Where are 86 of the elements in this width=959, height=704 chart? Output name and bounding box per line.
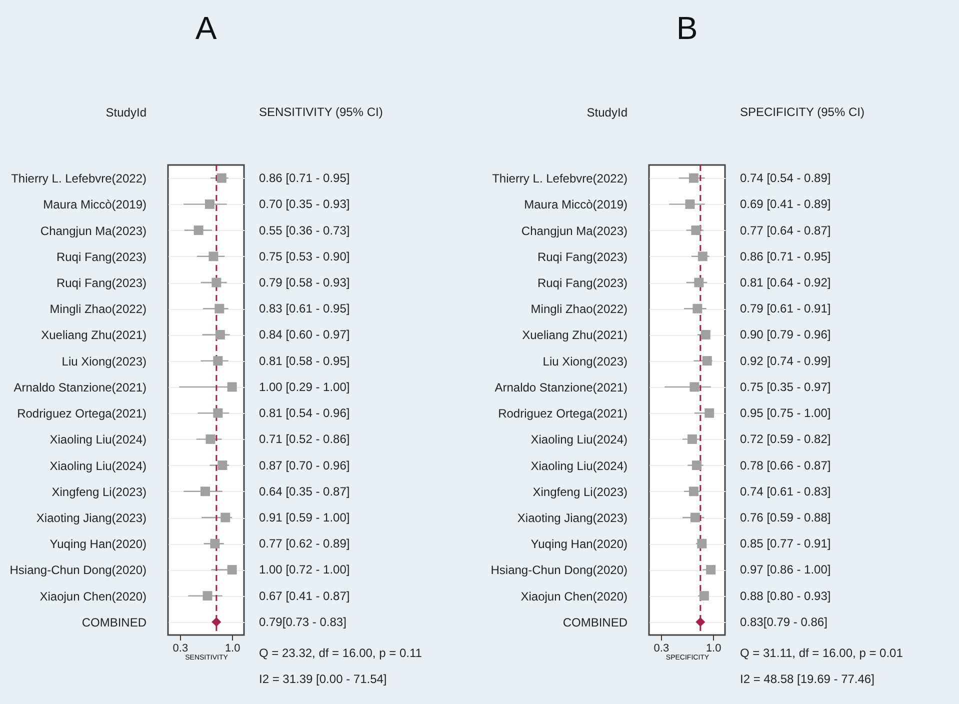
y-tick-label: Xingfeng Li(2023) xyxy=(532,484,628,499)
data-label: 0.87 [0.70 - 0.96] xyxy=(259,458,350,472)
data-label: 1.00 [0.72 - 1.00] xyxy=(259,562,350,577)
y-tick-label: Liu Xiong(2023) xyxy=(542,354,628,368)
data-label: 0.75 [0.53 - 0.90] xyxy=(259,249,350,264)
data-label: 0.69 [0.41 - 0.89] xyxy=(740,197,831,212)
y-tick-label: Xiaoling Liu(2024) xyxy=(530,458,628,473)
data-label: 0.81 [0.64 - 0.92] xyxy=(740,276,831,290)
data-label: 0.79 [0.58 - 0.93] xyxy=(259,276,350,290)
y-tick-label: COMBINED xyxy=(562,615,628,630)
data-label: 0.86 [0.71 - 0.95] xyxy=(259,171,350,186)
x-tick-label: 1.0 xyxy=(706,642,722,654)
y-tick-label: Xiaoting Jiang(2023) xyxy=(36,511,146,525)
data-label: 0.88 [0.80 - 0.93] xyxy=(740,588,831,603)
data-label: 0.95 [0.75 - 1.00] xyxy=(740,406,831,420)
y-tick-label: Ruqi Fang(2023) xyxy=(537,250,628,264)
y-tick-label: Arnaldo Stanzione(2021) xyxy=(494,380,628,394)
y-tick-label: Xiaojun Chen(2020) xyxy=(520,589,628,604)
y-axis-title: StudyId xyxy=(586,106,628,120)
data-label: 0.90 [0.79 - 0.96] xyxy=(740,328,831,342)
data-label: 0.77 [0.62 - 0.89] xyxy=(259,536,350,551)
data-label: 0.81 [0.54 - 0.96] xyxy=(259,406,350,420)
data-label: 0.85 [0.77 - 0.91] xyxy=(740,536,831,551)
y-tick-label: Rodriguez Ortega(2021) xyxy=(17,406,146,421)
data-label: 0.76 [0.59 - 0.88] xyxy=(740,510,831,524)
y-tick-label: Mingli Zhao(2022) xyxy=(530,302,628,316)
y-tick-label: Xiaoling Liu(2024) xyxy=(530,432,628,447)
y-tick-label: Hsiang-Chun Dong(2020) xyxy=(490,563,628,578)
data-label: 0.75 [0.35 - 0.97] xyxy=(740,380,831,394)
y-tick-label: COMBINED xyxy=(82,615,147,630)
y-tick-label: Liu Xiong(2023) xyxy=(62,354,146,368)
text: Q = 23.32, df = 16.00, p = 0.11 xyxy=(259,646,422,660)
y-tick-label: Ruqi Fang(2023) xyxy=(56,276,146,290)
data-label: 0.91 [0.59 - 1.00] xyxy=(259,510,350,524)
text: Q = 31.11, df = 16.00, p = 0.01 xyxy=(740,646,904,660)
data-label: 0.77 [0.64 - 0.87] xyxy=(740,223,831,238)
y-axis-title: StudyId xyxy=(106,106,146,120)
data-label: 0.67 [0.41 - 0.87] xyxy=(259,588,350,603)
y-tick-label: Xingfeng Li(2023) xyxy=(52,484,147,499)
chart-title: B xyxy=(676,10,698,46)
data-label: 0.72 [0.59 - 0.82] xyxy=(740,432,831,446)
y-tick-label: Thierry L. Lefebvre(2022) xyxy=(11,172,146,186)
y-tick-label: Changjun Ma(2023) xyxy=(40,224,146,238)
x-tick-label: 0.3 xyxy=(654,642,670,654)
y-tick-label: Thierry L. Lefebvre(2022) xyxy=(492,172,628,186)
data-label: 0.74 [0.61 - 0.83] xyxy=(740,484,831,498)
y-tick-label: Xiaojun Chen(2020) xyxy=(40,589,146,604)
y-tick-label: Xiaoling Liu(2024) xyxy=(50,432,146,447)
data-label: 0.86 [0.71 - 0.95] xyxy=(740,249,831,264)
data-label: 0.97 [0.86 - 1.00] xyxy=(740,562,831,577)
data-label: 0.70 [0.35 - 0.93] xyxy=(259,197,350,212)
text: I2 = 31.39 [0.00 - 71.54] xyxy=(259,672,387,686)
x-tick-label: 1.0 xyxy=(224,642,240,654)
y-tick-label: Xueliang Zhu(2021) xyxy=(41,328,146,342)
text: SENSITIVITY (95% CI) xyxy=(259,105,383,119)
data-label: 0.71 [0.52 - 0.86] xyxy=(259,432,350,446)
x-tick-label: 0.3 xyxy=(172,642,188,654)
y-tick-label: Mingli Zhao(2022) xyxy=(50,302,146,316)
data-label: 0.74 [0.54 - 0.89] xyxy=(740,171,831,186)
y-tick-label: Arnaldo Stanzione(2021) xyxy=(14,380,146,394)
data-label: 1.00 [0.29 - 1.00] xyxy=(259,380,350,394)
y-tick-label: Ruqi Fang(2023) xyxy=(56,250,146,264)
data-label: 0.84 [0.60 - 0.97] xyxy=(259,328,350,342)
data-label: 0.78 [0.66 - 0.87] xyxy=(740,458,831,472)
y-tick-label: Hsiang-Chun Dong(2020) xyxy=(10,563,146,578)
y-tick-label: Rodriguez Ortega(2021) xyxy=(498,406,628,421)
data-label: 0.64 [0.35 - 0.87] xyxy=(259,484,350,498)
y-tick-label: Changjun Ma(2023) xyxy=(521,224,628,238)
text: I2 = 48.58 [19.69 - 77.46] xyxy=(740,672,874,686)
data-label: 0.81 [0.58 - 0.95] xyxy=(259,354,350,368)
data-label: 0.83[0.79 - 0.86] xyxy=(740,614,828,629)
y-tick-label: Yuqing Han(2020) xyxy=(530,537,628,552)
y-tick-label: Yuqing Han(2020) xyxy=(50,537,146,552)
y-tick-label: Maura Miccò(2019) xyxy=(524,198,628,212)
text: SPECIFICITY (95% CI) xyxy=(740,105,864,119)
data-label: 0.83 [0.61 - 0.95] xyxy=(259,302,350,316)
data-label: 0.79 [0.61 - 0.91] xyxy=(740,302,831,316)
y-tick-label: Maura Miccò(2019) xyxy=(43,198,146,212)
y-tick-label: Xiaoting Jiang(2023) xyxy=(517,511,628,525)
y-tick-label: Xiaoling Liu(2024) xyxy=(50,458,146,473)
data-label: 0.79[0.73 - 0.83] xyxy=(259,614,346,629)
y-tick-label: Ruqi Fang(2023) xyxy=(537,276,628,290)
chart-title: A xyxy=(195,10,218,46)
y-tick-label: Xueliang Zhu(2021) xyxy=(522,328,628,342)
data-label: 0.92 [0.74 - 0.99] xyxy=(740,354,831,368)
data-label: 0.55 [0.36 - 0.73] xyxy=(259,223,350,238)
